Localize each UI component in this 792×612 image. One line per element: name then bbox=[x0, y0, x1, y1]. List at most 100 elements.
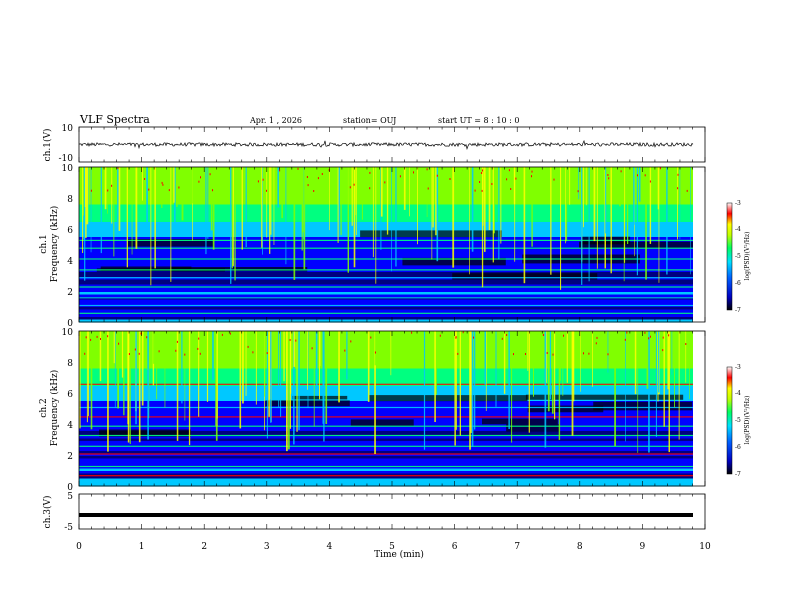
spectrogram-speckle bbox=[508, 169, 510, 172]
spectrogram-sferic bbox=[513, 167, 516, 205]
spectrogram-sferic bbox=[403, 167, 406, 210]
spectrogram-sferic bbox=[313, 331, 315, 427]
x-tick-label: 10 bbox=[699, 542, 711, 552]
spectrogram-sferic bbox=[484, 167, 486, 252]
spectrogram-sferic bbox=[560, 331, 561, 381]
spectrogram-sferic bbox=[469, 167, 470, 275]
spectrogram-speckle bbox=[96, 335, 98, 338]
spectrogram-speckle bbox=[515, 177, 517, 180]
spectrogram-sferic bbox=[455, 331, 457, 430]
spectrogram-band bbox=[79, 292, 693, 296]
spectrogram-sferic bbox=[338, 167, 340, 223]
ch2-spec-ytick-8: 8 bbox=[67, 359, 73, 369]
spectrogram-sferic bbox=[666, 167, 668, 275]
spectrogram-speckle bbox=[596, 336, 598, 339]
spectrogram-sferic bbox=[104, 167, 107, 210]
spectrogram-sferic bbox=[234, 167, 236, 281]
spectrogram-sferic bbox=[170, 167, 172, 282]
spectrogram-sferic bbox=[390, 331, 392, 376]
spectrogram-sferic bbox=[565, 167, 568, 242]
spectrogram-band bbox=[79, 194, 693, 198]
spectrogram-band bbox=[79, 174, 693, 178]
spectrogram-speckle bbox=[457, 352, 459, 355]
spectrogram-speckle bbox=[279, 169, 281, 172]
spectrogram-sferic bbox=[667, 331, 669, 390]
spectrogram-speckle bbox=[257, 180, 259, 183]
x-tick-label: 7 bbox=[514, 542, 520, 552]
spectrogram-speckle bbox=[563, 334, 564, 337]
spectrogram-band bbox=[79, 373, 693, 377]
ch1-spec-ytick-6: 6 bbox=[67, 226, 73, 236]
spectrogram-sferic bbox=[83, 167, 84, 216]
spectrogram-sferic bbox=[329, 167, 330, 231]
spectrogram-sferic bbox=[150, 167, 152, 286]
spectrogram-speckle bbox=[317, 177, 319, 180]
spectrogram-sferic bbox=[469, 331, 471, 450]
spectrogram-speckle bbox=[198, 180, 200, 183]
spectrogram-dark-patch bbox=[170, 267, 308, 272]
spectrogram-band bbox=[79, 302, 693, 306]
spectrogram-band bbox=[79, 468, 693, 472]
ch1-cb-tick-4: -4 bbox=[735, 226, 741, 233]
spectrogram-sferic bbox=[550, 167, 552, 275]
spectrogram-band bbox=[79, 279, 693, 283]
spectrogram-speckle bbox=[439, 334, 441, 337]
spectrogram-band bbox=[79, 172, 693, 176]
spectrogram-band bbox=[79, 376, 693, 380]
spectrogram-sferic bbox=[346, 331, 348, 380]
spectrogram-speckle bbox=[353, 183, 355, 186]
spectrogram-speckle bbox=[662, 349, 664, 352]
ch1-waveform-trace bbox=[79, 139, 694, 151]
spectrogram-sferic bbox=[677, 167, 678, 240]
spectrogram-speckle bbox=[462, 331, 464, 334]
spectrogram-sferic bbox=[434, 331, 436, 422]
spectrogram-speckle bbox=[162, 183, 164, 186]
spectrogram-speckle bbox=[481, 172, 483, 174]
spectrogram-sferic bbox=[286, 331, 288, 452]
spectrogram-sferic bbox=[484, 331, 486, 385]
spectrogram-sferic bbox=[277, 167, 279, 208]
spectrogram-speckle bbox=[510, 188, 512, 190]
spectrogram-band bbox=[79, 413, 693, 417]
spectrogram-band bbox=[79, 453, 693, 457]
ch2-spectrogram-image bbox=[79, 331, 705, 487]
spectrogram-sferic bbox=[121, 331, 124, 378]
spectrogram-speckle bbox=[212, 189, 213, 192]
spectrogram-sferic bbox=[435, 331, 437, 395]
spectrogram-speckle bbox=[107, 189, 109, 192]
spectrogram-band bbox=[79, 259, 693, 263]
spectrogram-speckle bbox=[677, 173, 679, 176]
spectrogram-band bbox=[79, 351, 693, 355]
spectrogram-sferic bbox=[141, 331, 144, 406]
spectrogram-sferic bbox=[356, 167, 357, 235]
ch3-waveform-frame bbox=[78, 493, 706, 530]
spectrogram-sferic bbox=[423, 331, 426, 450]
spectrogram-sferic bbox=[88, 167, 89, 208]
spectrogram-sferic bbox=[551, 331, 554, 414]
spectrogram-sferic bbox=[181, 331, 183, 404]
x-axis-label: Time (min) bbox=[374, 549, 424, 560]
spectrogram-band bbox=[79, 336, 693, 340]
ch1-spec-ytick-0: 0 bbox=[67, 319, 73, 329]
spectrogram-speckle bbox=[685, 343, 687, 345]
spectrogram-tone-line bbox=[79, 406, 693, 409]
spectrogram-band bbox=[79, 463, 693, 467]
spectrogram-speckle bbox=[506, 178, 508, 181]
spectrogram-band bbox=[79, 436, 693, 440]
spectrogram-speckle bbox=[473, 336, 474, 339]
spectrogram-band bbox=[79, 214, 693, 218]
spectrogram-sferic bbox=[485, 331, 487, 411]
spectrogram-band bbox=[79, 272, 693, 276]
spectrogram-band bbox=[79, 167, 693, 171]
spectrogram-sferic bbox=[278, 331, 280, 408]
spectrogram-speckle bbox=[659, 167, 661, 170]
spectrogram-sferic bbox=[131, 167, 133, 255]
spectrogram-speckle bbox=[262, 178, 264, 181]
spectrogram-sferic bbox=[129, 331, 131, 444]
ch3-waveform-ylabel: ch.3(V) bbox=[42, 496, 53, 529]
spectrogram-speckle bbox=[161, 181, 163, 184]
spectrogram-sferic bbox=[266, 331, 268, 439]
spectrogram-band bbox=[79, 307, 693, 311]
spectrogram-sferic bbox=[619, 167, 621, 207]
spectrogram-band bbox=[79, 366, 693, 370]
